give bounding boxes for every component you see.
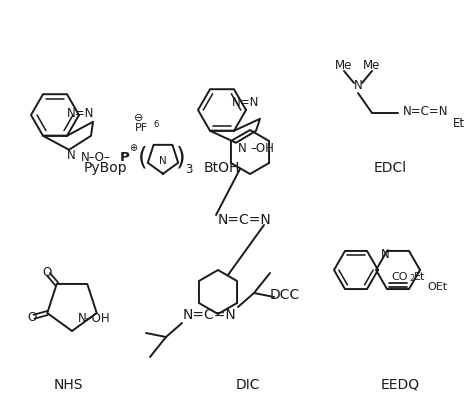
Text: O: O [27,311,36,324]
Text: Et: Et [414,272,425,282]
Text: ⊕: ⊕ [129,143,137,153]
Text: 3: 3 [185,163,193,176]
Text: ): ) [176,146,186,170]
Text: NHS: NHS [53,378,83,392]
Text: EDCl: EDCl [374,161,407,175]
Text: O: O [43,266,52,279]
Text: N=C=N: N=C=N [403,105,449,117]
Text: N: N [67,149,75,162]
Text: N–O–: N–O– [81,151,111,164]
Text: N: N [159,156,167,166]
Text: CO: CO [391,272,408,282]
Text: (: ( [138,146,148,170]
Text: N–OH: N–OH [78,312,110,325]
Text: Me: Me [363,59,381,72]
Text: N=N: N=N [232,96,260,109]
Text: PF: PF [135,123,148,133]
Text: 2: 2 [409,274,414,283]
Text: DIC: DIC [236,378,260,392]
Text: PyBop: PyBop [83,161,127,175]
Text: EEDQ: EEDQ [381,378,419,392]
Text: BtOH: BtOH [204,161,240,175]
Text: P: P [120,151,130,164]
Text: DCC: DCC [270,288,300,302]
Text: 6: 6 [153,120,158,129]
Text: OEt: OEt [427,282,447,292]
Text: Et: Et [453,117,465,129]
Text: N: N [354,79,363,91]
Text: N=C=N: N=C=N [218,213,272,227]
Text: N: N [381,248,389,262]
Text: ⊖: ⊖ [134,113,144,123]
Text: N=N: N=N [67,107,95,120]
Text: Me: Me [335,59,353,72]
Text: N: N [238,142,247,155]
Text: –OH: –OH [250,142,274,155]
Text: N=C=N: N=C=N [183,308,237,322]
